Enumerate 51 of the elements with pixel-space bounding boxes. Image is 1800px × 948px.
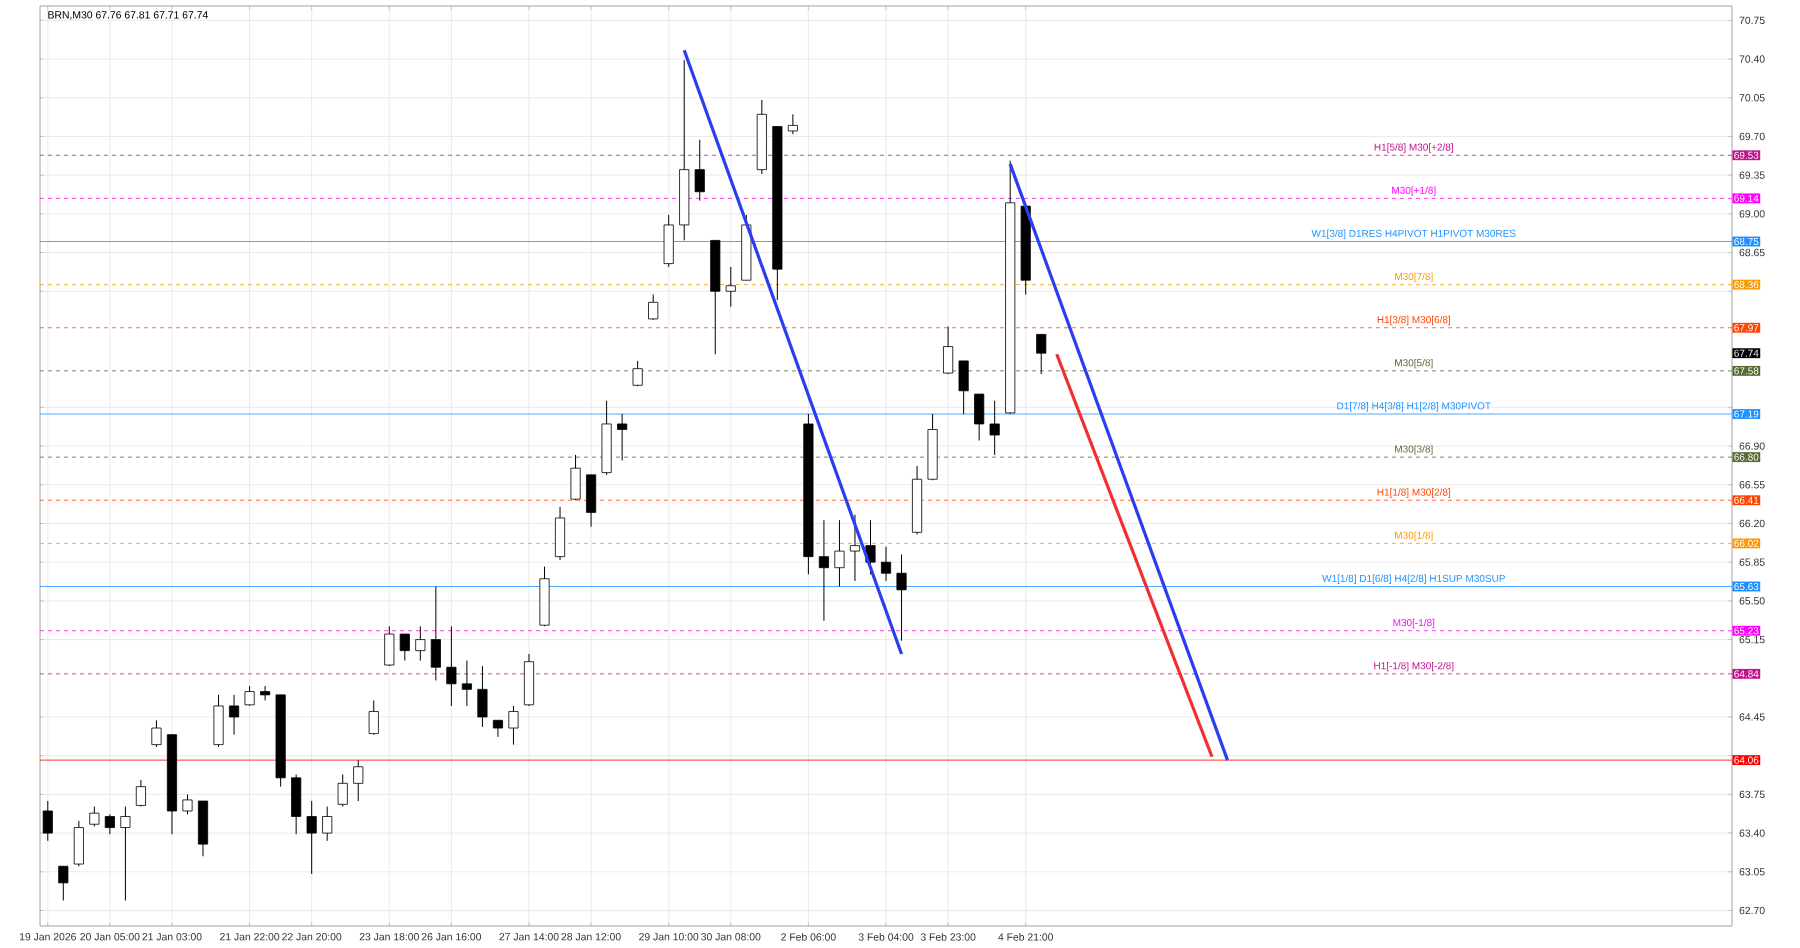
candlestick	[663, 214, 674, 268]
candlestick	[197, 800, 209, 857]
candlestick	[306, 800, 317, 875]
candlestick	[353, 759, 364, 802]
candlestick	[989, 400, 1000, 456]
candlestick	[849, 514, 861, 582]
candlestick	[834, 519, 845, 588]
candlestick	[291, 773, 302, 835]
candlestick	[508, 705, 519, 746]
candlestick	[523, 653, 535, 707]
candlestick	[58, 865, 69, 902]
candlestick	[974, 393, 985, 442]
candlestick	[104, 813, 115, 835]
candlestick	[151, 719, 162, 748]
candlestick	[492, 719, 503, 738]
candlestick	[244, 685, 255, 707]
candlestick	[632, 360, 643, 387]
candlestick	[896, 553, 907, 642]
candlestick	[818, 519, 829, 622]
candlestick	[880, 546, 892, 582]
candlestick	[229, 694, 240, 736]
candlestick	[787, 113, 798, 135]
candlestick	[120, 806, 131, 902]
candlestick	[322, 806, 333, 842]
candlestick	[539, 566, 550, 627]
candlestick	[477, 665, 488, 728]
candlestick	[89, 806, 100, 827]
candlestick	[368, 699, 379, 736]
candlestick	[943, 326, 954, 375]
candlestick	[586, 474, 597, 528]
candlestick	[570, 454, 581, 501]
candlestick	[430, 586, 441, 681]
candlestick	[73, 820, 84, 867]
candlestick	[337, 773, 348, 808]
candlestick	[694, 139, 705, 202]
candlestick	[213, 694, 224, 748]
candlestick	[725, 266, 736, 308]
candlestick	[399, 633, 410, 662]
candlestick	[617, 413, 628, 461]
candlestick	[135, 779, 146, 808]
candlestick	[461, 660, 472, 707]
candlestick	[648, 294, 659, 321]
candlestick	[958, 360, 969, 415]
candlestick	[446, 625, 457, 707]
candlestick	[1036, 333, 1047, 375]
candlestick	[554, 506, 566, 561]
candlestick	[384, 625, 395, 667]
candlestick	[260, 685, 271, 701]
candlestick	[415, 625, 426, 662]
candlestick	[182, 793, 193, 815]
candlestick	[42, 800, 53, 842]
